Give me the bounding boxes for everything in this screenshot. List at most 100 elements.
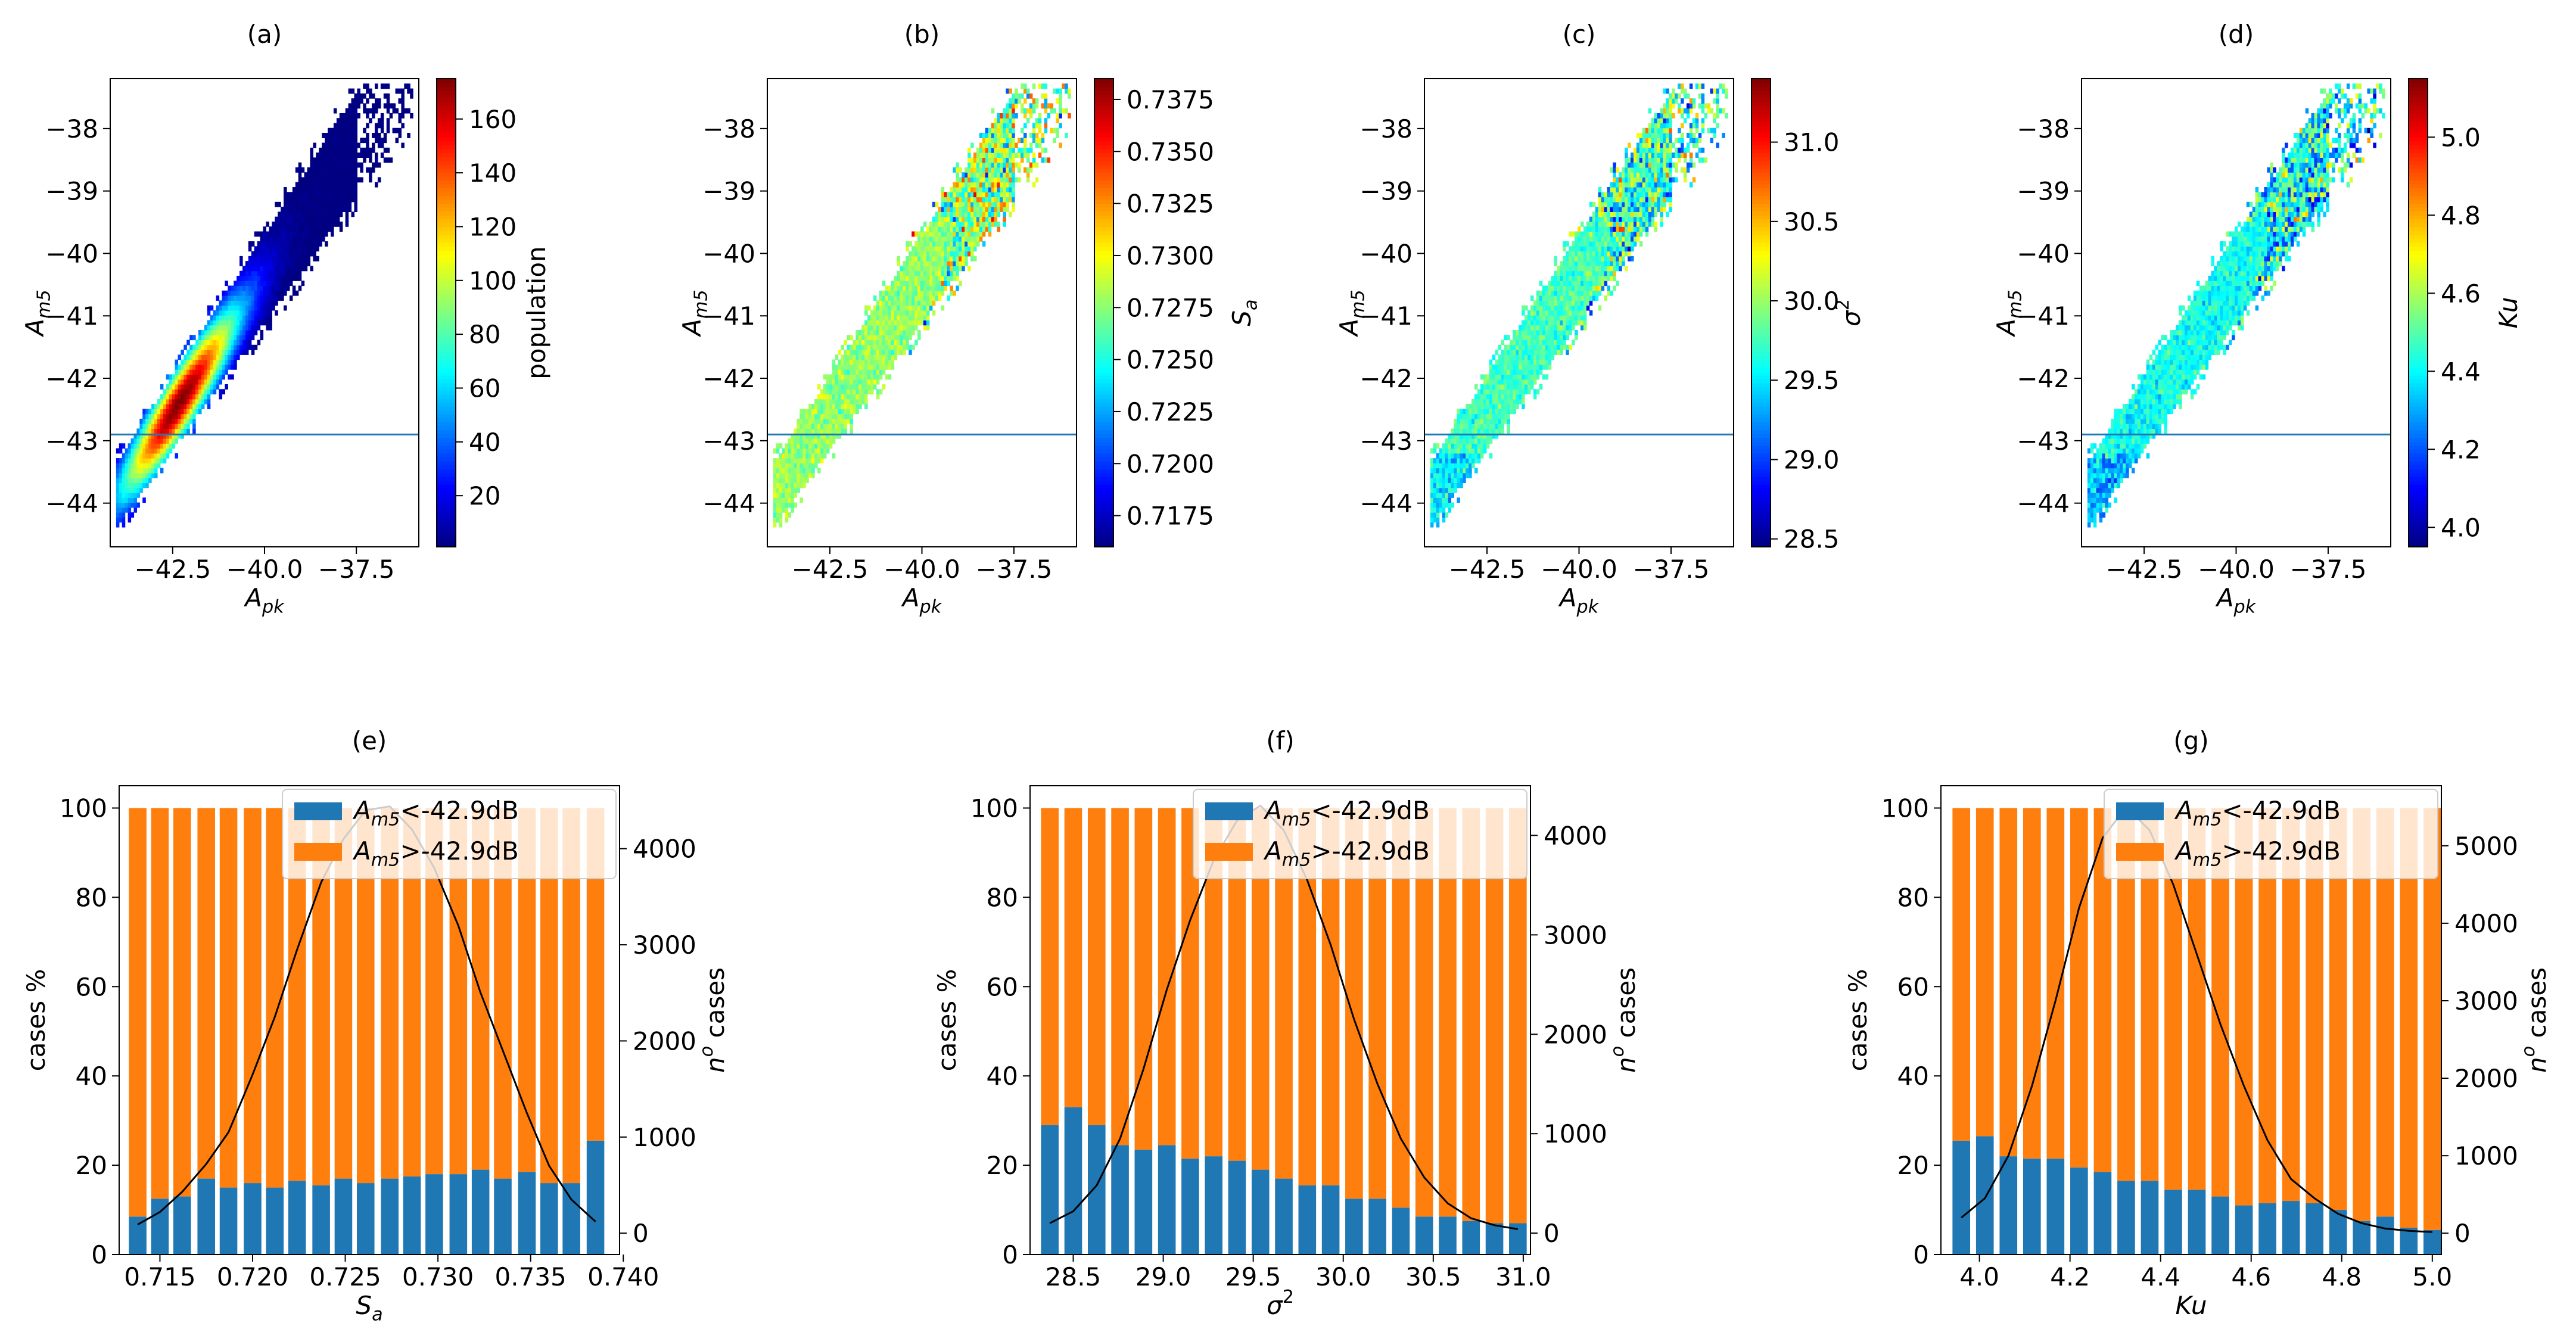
- heatmap-cell: [1003, 123, 1006, 129]
- heatmap-cell: [145, 428, 149, 434]
- heatmap-cell: [941, 246, 945, 252]
- heatmap-cell: [829, 404, 833, 409]
- heatmap-cell: [310, 211, 313, 217]
- heatmap-cell: [1489, 409, 1493, 415]
- heatmap-cell: [357, 88, 360, 94]
- heatmap-cell: [1542, 344, 1546, 350]
- heatmap-cell: [1044, 93, 1048, 99]
- heatmap-cell: [1009, 123, 1012, 129]
- heatmap-cell: [799, 443, 803, 449]
- heatmap-cell: [122, 483, 126, 488]
- heatmap-cell: [941, 251, 945, 257]
- heatmap-cell: [923, 281, 927, 287]
- heatmap-cell: [1563, 290, 1566, 296]
- heatmap-cell: [1000, 182, 1004, 188]
- heatmap-cell: [894, 325, 898, 331]
- heatmap-cell: [287, 192, 290, 198]
- heatmap-cell: [301, 201, 305, 207]
- heatmap-cell: [799, 448, 803, 454]
- heatmap-cell: [1430, 468, 1434, 474]
- colorbar-step: [437, 157, 456, 161]
- heatmap-cell: [348, 162, 352, 168]
- heatmap-cell: [982, 133, 986, 138]
- heatmap-cell: [914, 231, 918, 237]
- heatmap-cell: [1533, 315, 1537, 321]
- heatmap-cell: [844, 379, 848, 385]
- heatmap-cell: [1639, 201, 1643, 207]
- heatmap-cell: [882, 305, 886, 311]
- heatmap-cell: [1006, 187, 1009, 192]
- heatmap-cell: [1510, 369, 1513, 375]
- heatmap-cell: [213, 325, 217, 331]
- heatmap-cell: [1572, 325, 1575, 331]
- heatmap-cell: [198, 374, 202, 380]
- heatmap-cell: [802, 409, 806, 415]
- colorbar-step: [437, 82, 456, 87]
- heatmap-cell: [808, 448, 812, 454]
- heatmap-cell: [219, 315, 223, 321]
- heatmap-cell: [213, 374, 217, 380]
- heatmap-cell: [130, 438, 135, 444]
- heatmap-cell: [985, 221, 989, 227]
- heatmap-cell: [1474, 394, 1478, 400]
- heatmap-cell: [1583, 295, 1587, 301]
- heatmap-cell: [1522, 354, 1525, 360]
- heatmap-cell: [1616, 187, 1619, 192]
- heatmap-cell: [328, 216, 331, 222]
- heatmap-cell: [973, 236, 977, 242]
- heatmap-cell: [864, 379, 868, 385]
- heatmap-cell: [1554, 285, 1558, 291]
- heatmap-cell: [266, 246, 269, 252]
- heatmap-cell: [823, 448, 827, 454]
- heatmap-cell: [861, 340, 865, 345]
- colorbar-tick-label: 140: [469, 158, 517, 188]
- heatmap-cell: [799, 453, 803, 459]
- heatmap-cells: [1430, 83, 1728, 528]
- heatmap-cell: [257, 315, 261, 321]
- heatmap-cell: [944, 285, 948, 291]
- heatmap-cell: [1522, 310, 1525, 316]
- heatmap-cell: [900, 290, 903, 296]
- heatmap-cell: [1569, 281, 1572, 287]
- heatmap-cell: [298, 266, 302, 272]
- heatmap-cell: [1598, 281, 1602, 287]
- heatmap-cell: [982, 231, 986, 237]
- heatmap-cell: [953, 236, 956, 242]
- heatmap-cell: [1595, 216, 1599, 222]
- heatmap-cell: [1469, 443, 1472, 449]
- heatmap-cell: [911, 295, 915, 301]
- heatmap-cell: [301, 192, 305, 198]
- heatmap-cell: [1445, 443, 1449, 449]
- heatmap-cell: [1542, 295, 1546, 301]
- colorbar-tick-label: 0.7325: [1127, 189, 1214, 219]
- heatmap-cell: [799, 468, 803, 474]
- heatmap-cell: [997, 192, 1001, 198]
- heatmap-cell: [1595, 281, 1599, 287]
- heatmap-cell: [773, 472, 777, 478]
- heatmap-cell: [289, 226, 293, 232]
- heatmap-cell: [345, 197, 349, 203]
- heatmap-cell: [1015, 88, 1018, 94]
- colorbar-step: [1094, 183, 1113, 188]
- heatmap-cell: [145, 472, 149, 478]
- heatmap-cell: [788, 502, 792, 508]
- heatmap-cell: [1448, 478, 1452, 484]
- heatmap-cell: [953, 201, 956, 207]
- heatmap-cell: [841, 379, 845, 385]
- heatmap-cell: [1035, 103, 1039, 109]
- heatmap-cell: [965, 251, 968, 257]
- heatmap-cell: [985, 211, 989, 217]
- heatmap-cell: [269, 226, 272, 232]
- heatmap-cell: [791, 478, 795, 484]
- heatmap-cell: [782, 487, 786, 493]
- heatmap-cell: [1539, 320, 1543, 326]
- heatmap-cell: [289, 236, 293, 242]
- heatmap-cell: [225, 369, 228, 375]
- colorbar-step: [437, 457, 456, 462]
- heatmap-cell: [1610, 197, 1613, 203]
- heatmap-cell: [791, 453, 795, 459]
- heatmap-cell: [213, 335, 217, 341]
- heatmap-cell: [1622, 211, 1625, 217]
- heatmap-cell: [1460, 453, 1463, 459]
- heatmap-cell: [1613, 270, 1616, 276]
